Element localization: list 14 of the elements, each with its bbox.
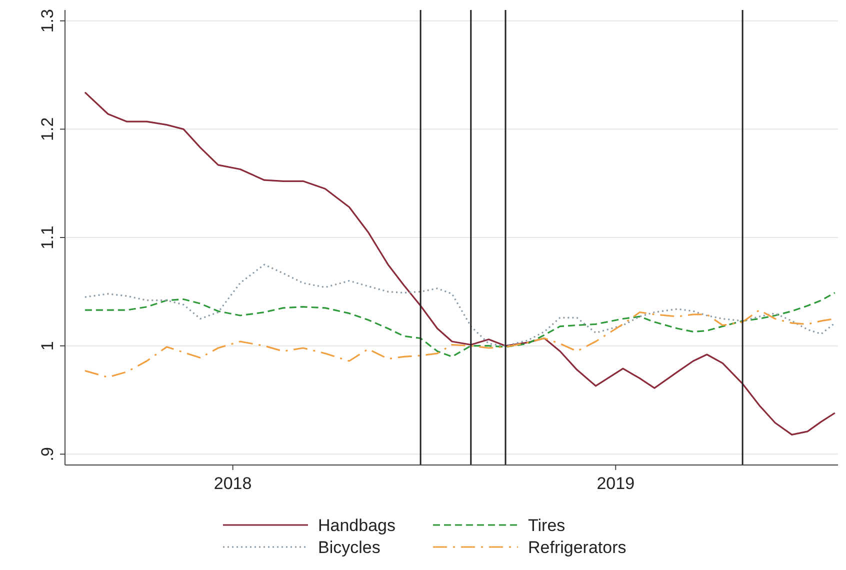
y-tick-label: 1.2 [38,117,57,141]
y-tick-label: 1.1 [38,226,57,250]
legend-label: Handbags [318,516,396,535]
x-tick-label: 2019 [596,474,635,493]
x-tick-label: 2018 [214,474,252,493]
y-tick-label: 1.3 [38,9,57,33]
legend-label: Bicycles [318,538,380,557]
line-series [84,292,836,358]
y-tick-label: 1 [38,341,57,351]
line-series [84,92,836,436]
legend-label: Tires [528,516,566,535]
line-series [84,264,836,347]
legend-label: Refrigerators [528,538,626,557]
y-tick-label: .9 [38,447,57,462]
